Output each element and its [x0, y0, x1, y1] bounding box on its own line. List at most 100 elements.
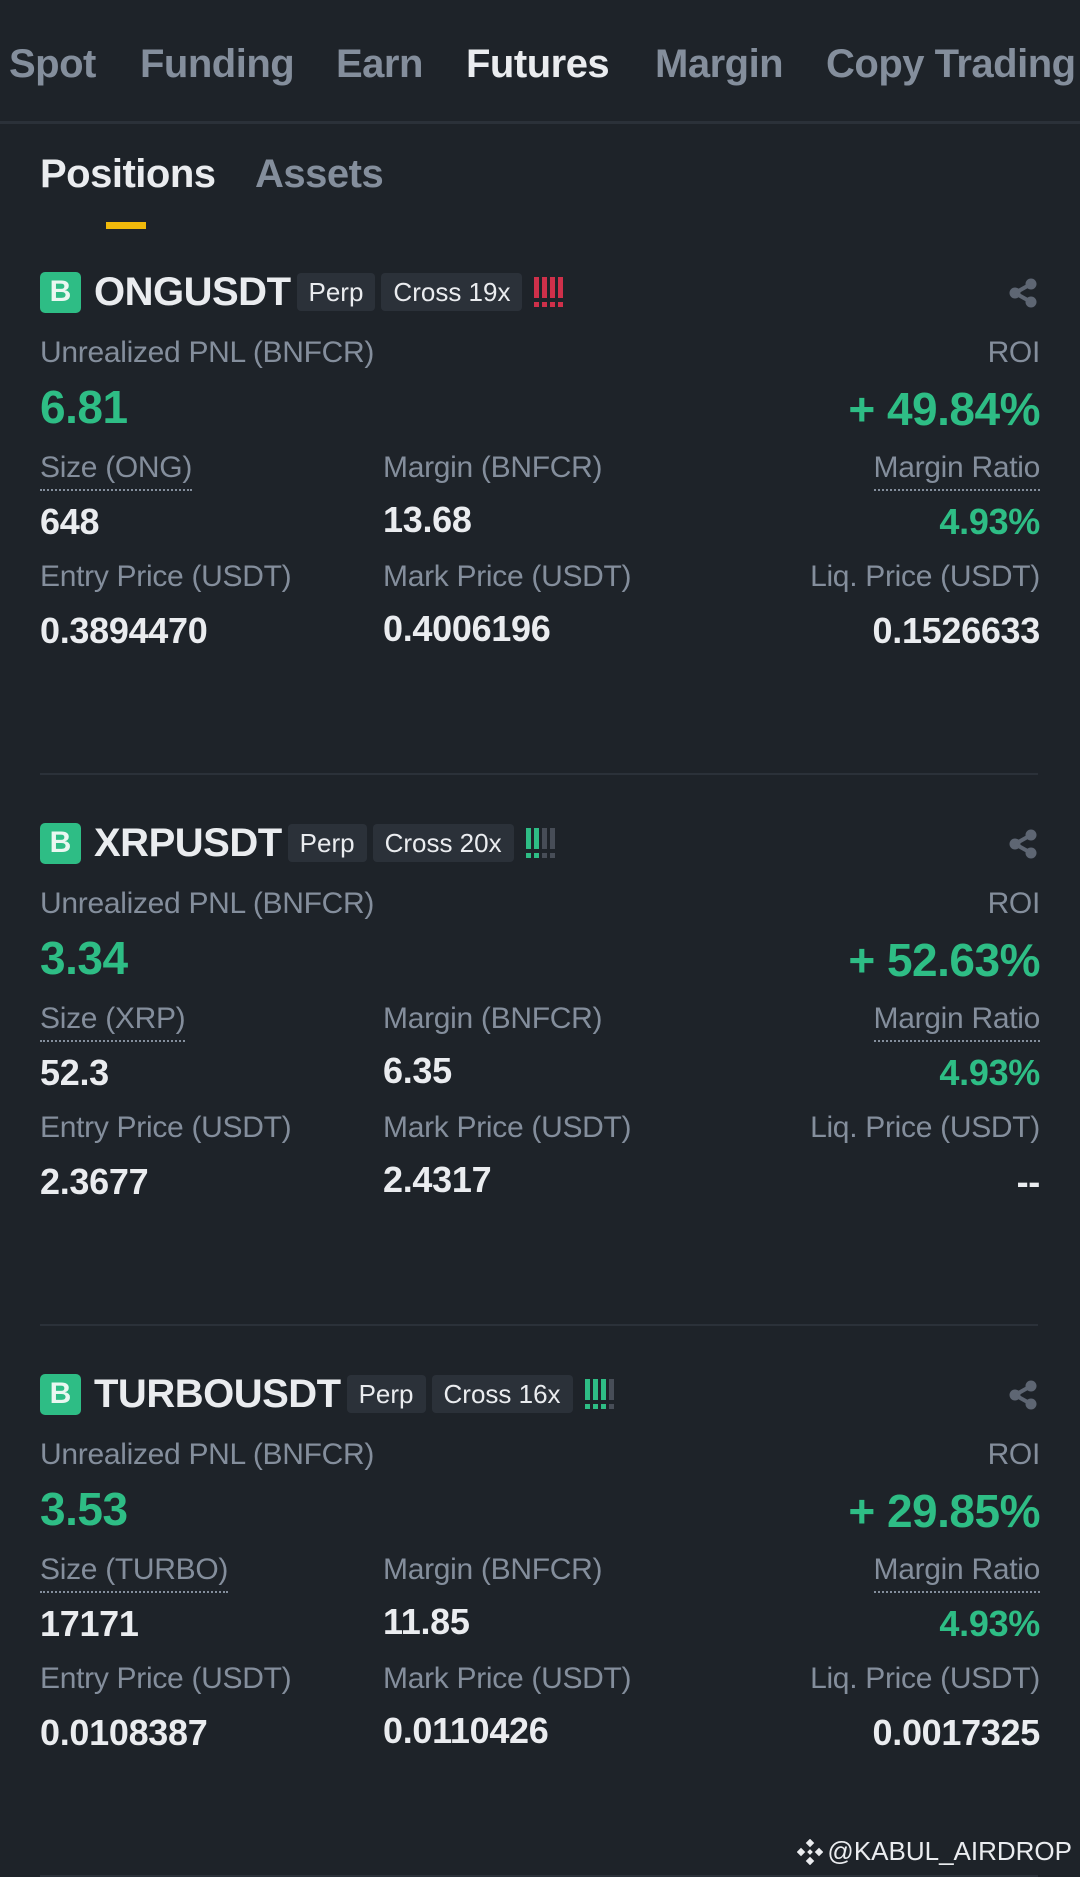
risk-bar	[584, 1379, 590, 1409]
size-value: 52.3	[40, 1052, 109, 1093]
buy-side-badge: B	[40, 271, 81, 313]
tab-funding[interactable]: Funding	[140, 42, 295, 86]
symbol[interactable]: ONGUSDT	[94, 269, 291, 314]
entry-price-value: 2.3677	[40, 1161, 149, 1202]
unrealized-pnl-value: 3.53	[40, 1483, 128, 1535]
share-icon[interactable]	[1006, 276, 1040, 310]
risk-bar	[592, 1379, 598, 1409]
roi-value: + 52.63%	[848, 934, 1040, 986]
position-header: B TURBOUSDT Perp Cross 16x	[40, 1370, 1040, 1418]
position-divider	[40, 773, 1038, 775]
active-tab-indicator	[106, 222, 146, 229]
leverage-tag[interactable]: Cross 20x	[372, 824, 514, 862]
tab-futures[interactable]: Futures	[466, 42, 610, 86]
futures-sub-tabs: Positions Assets	[0, 124, 1080, 234]
entry-price-value: 0.3894470	[40, 610, 208, 651]
margin-value: 11.85	[383, 1601, 470, 1642]
roi-value: + 49.84%	[848, 383, 1040, 435]
entry-price-label: Entry Price (USDT)	[40, 1662, 292, 1695]
margin-ratio-value: 4.93%	[939, 501, 1040, 542]
risk-bar	[541, 828, 547, 858]
margin-label: Margin (BNFCR)	[383, 451, 603, 484]
mark-price-value: 2.4317	[383, 1159, 492, 1200]
position-divider	[40, 1324, 1038, 1326]
position-card: B XRPUSDT Perp Cross 20x Unrealized PNL (BNF…	[40, 819, 1040, 1369]
margin-value: 6.35	[383, 1050, 452, 1091]
margin-ratio-value: 4.93%	[939, 1603, 1040, 1644]
risk-bar	[542, 277, 548, 307]
liq-price-value: --	[1016, 1161, 1041, 1202]
entry-price-value: 0.0108387	[40, 1712, 208, 1753]
risk-bar	[558, 277, 564, 307]
unrealized-pnl-label: Unrealized PNL (BNFCR)	[40, 1438, 375, 1471]
tab-assets[interactable]: Assets	[255, 152, 384, 196]
symbol[interactable]: XRPUSDT	[94, 820, 282, 865]
margin-label: Margin (BNFCR)	[383, 1002, 603, 1035]
risk-bar	[534, 277, 540, 307]
unrealized-pnl-label: Unrealized PNL (BNFCR)	[40, 336, 375, 369]
risk-bar	[608, 1379, 614, 1409]
liq-price-label: Liq. Price (USDT)	[810, 1111, 1040, 1144]
watermark-text: @KABUL_AIRDROP	[827, 1836, 1072, 1866]
position-divider	[40, 1875, 1038, 1877]
buy-side-badge: B	[40, 822, 81, 864]
mark-price-value: 0.0110426	[383, 1710, 549, 1751]
margin-ratio-value: 4.93%	[939, 1052, 1040, 1093]
risk-bar	[550, 277, 556, 307]
mark-price-label: Mark Price (USDT)	[383, 560, 632, 593]
liq-price-label: Liq. Price (USDT)	[810, 560, 1040, 593]
unrealized-pnl-value: 3.34	[40, 932, 128, 984]
symbol[interactable]: TURBOUSDT	[94, 1371, 341, 1416]
share-icon[interactable]	[1006, 827, 1040, 861]
tab-spot[interactable]: Spot	[9, 42, 96, 86]
roi-label: ROI	[987, 336, 1041, 369]
liq-price-label: Liq. Price (USDT)	[810, 1662, 1040, 1695]
size-value: 648	[40, 501, 100, 542]
size-value: 17171	[40, 1603, 139, 1644]
unrealized-pnl-label: Unrealized PNL (BNFCR)	[40, 887, 375, 920]
risk-indicator-icon	[525, 828, 555, 858]
liq-price-value: 0.1526633	[872, 610, 1041, 651]
entry-price-label: Entry Price (USDT)	[40, 560, 292, 593]
position-header: B XRPUSDT Perp Cross 20x	[40, 819, 1040, 867]
unrealized-pnl-value: 6.81	[40, 381, 128, 433]
mark-price-label: Mark Price (USDT)	[383, 1662, 632, 1695]
position-card: B TURBOUSDT Perp Cross 16x Unrealized PNL (B…	[40, 1370, 1040, 1877]
risk-indicator-icon	[534, 277, 564, 307]
account-tabs: Spot Funding Earn Futures Margin Copy Tr…	[0, 0, 1080, 124]
binance-logo-icon	[797, 1838, 824, 1865]
roi-label: ROI	[987, 887, 1041, 920]
margin-value: 13.68	[383, 499, 472, 540]
position-header: B ONGUSDT Perp Cross 19x	[40, 268, 1040, 316]
margin-ratio-label[interactable]: Margin Ratio	[873, 451, 1040, 491]
margin-ratio-label[interactable]: Margin Ratio	[873, 1002, 1040, 1042]
mark-price-value: 0.4006196	[383, 608, 551, 649]
entry-price-label: Entry Price (USDT)	[40, 1111, 292, 1144]
roi-value: + 29.85%	[848, 1485, 1040, 1537]
risk-bar	[533, 828, 539, 858]
risk-bar	[600, 1379, 606, 1409]
contract-type-tag: Perp	[346, 1375, 426, 1413]
share-icon[interactable]	[1006, 1378, 1040, 1412]
size-label[interactable]: Size (ONG)	[40, 451, 192, 491]
contract-type-tag: Perp	[287, 824, 367, 862]
risk-bar	[549, 828, 555, 858]
tab-positions[interactable]: Positions	[40, 152, 216, 196]
watermark: @KABUL_AIRDROP	[797, 1836, 1072, 1867]
tab-copy-trading[interactable]: Copy Trading	[826, 42, 1076, 86]
risk-indicator-icon	[584, 1379, 614, 1409]
margin-ratio-label[interactable]: Margin Ratio	[873, 1553, 1040, 1593]
leverage-tag[interactable]: Cross 16x	[431, 1375, 573, 1413]
roi-label: ROI	[987, 1438, 1041, 1471]
size-label[interactable]: Size (XRP)	[40, 1002, 186, 1042]
buy-side-badge: B	[40, 1373, 81, 1415]
tab-margin[interactable]: Margin	[655, 42, 784, 86]
tab-earn[interactable]: Earn	[336, 42, 423, 86]
margin-label: Margin (BNFCR)	[383, 1553, 603, 1586]
mark-price-label: Mark Price (USDT)	[383, 1111, 632, 1144]
liq-price-value: 0.0017325	[872, 1712, 1041, 1753]
contract-type-tag: Perp	[296, 273, 376, 311]
position-card: B ONGUSDT Perp Cross 19x Unrealized PNL (BNF…	[40, 268, 1040, 818]
size-label[interactable]: Size (TURBO)	[40, 1553, 228, 1593]
leverage-tag[interactable]: Cross 19x	[381, 273, 523, 311]
